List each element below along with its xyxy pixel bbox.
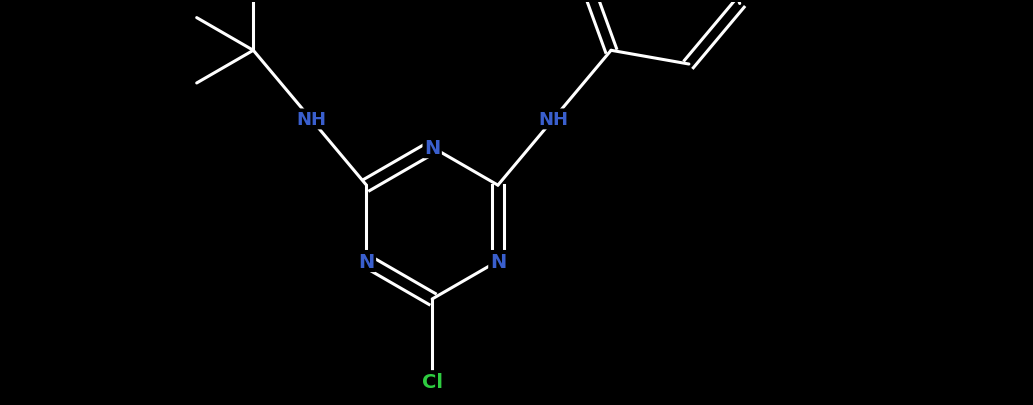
Text: Cl: Cl [421,372,443,391]
Text: N: N [425,139,440,157]
Text: NH: NH [295,111,325,129]
Text: NH: NH [538,111,568,129]
Text: N: N [358,252,375,271]
Text: N: N [490,252,506,271]
